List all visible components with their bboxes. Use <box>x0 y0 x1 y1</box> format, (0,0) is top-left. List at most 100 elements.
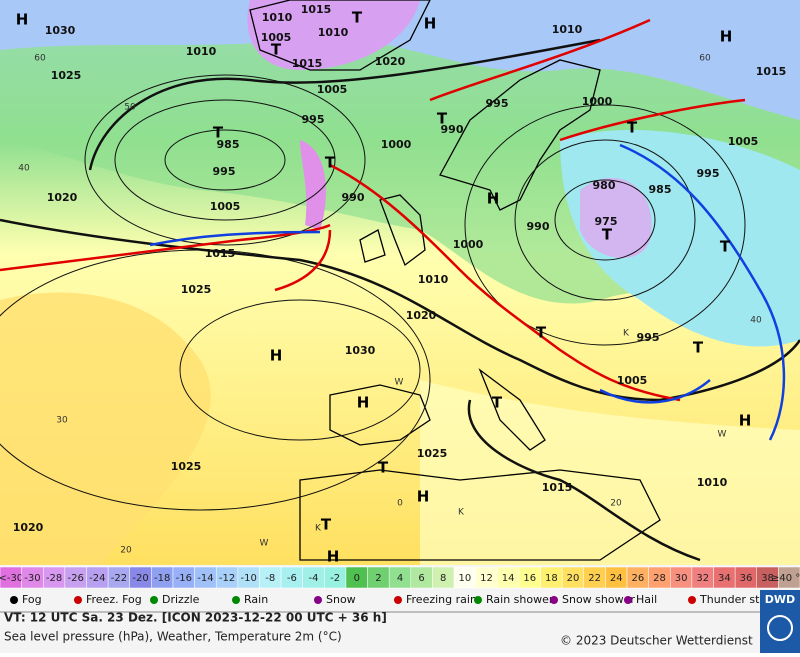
legend-label: Freez. Fog <box>86 593 142 606</box>
pressure-label: 1025 <box>171 460 202 473</box>
grid-label: 30 <box>56 416 68 426</box>
scale-label: ≥40 °C <box>771 573 800 584</box>
scale-label: -22 <box>111 573 127 584</box>
scale-label: 34 <box>718 573 731 584</box>
scale-label: -4 <box>309 573 319 584</box>
scale-label: 16 <box>523 573 536 584</box>
pressure-label: 1015 <box>301 3 332 16</box>
pressure-label: 995 <box>213 165 236 178</box>
valid-time: VT: 12 UTC Sa. 23 Dez. [ICON 2023-12-22 … <box>4 611 387 625</box>
weather-symbol: K <box>623 329 630 339</box>
pressure-label: 1000 <box>582 95 613 108</box>
pressure-center: H <box>16 11 29 29</box>
dwd-logo-text: DWD <box>765 593 795 606</box>
weather-symbol: K <box>315 524 322 534</box>
coastlines <box>249 0 661 561</box>
grid-label: 40 <box>750 316 762 326</box>
scale-label: 12 <box>480 573 493 584</box>
pressure-label: 1010 <box>318 26 349 39</box>
legend-label: Drizzle <box>162 593 200 606</box>
pressure-center: H <box>417 488 430 506</box>
pressure-center: T <box>627 119 638 137</box>
copyright: © 2023 Deutscher Wetterdienst <box>560 634 753 648</box>
pressure-label: 1000 <box>381 138 412 151</box>
pressure-center: H <box>720 28 733 46</box>
pressure-label: 1005 <box>617 374 648 387</box>
scale-label: 36 <box>740 573 753 584</box>
scale-label: 2 <box>375 573 381 584</box>
weather-symbol: W <box>718 430 727 440</box>
pressure-center: T <box>437 110 448 128</box>
map-background <box>0 0 800 565</box>
legend-label: Snow <box>326 593 356 606</box>
scale-label: 8 <box>440 573 446 584</box>
legend-icon <box>314 596 322 604</box>
pressure-label: 1000 <box>453 238 484 251</box>
scale-label: 30 <box>675 573 688 584</box>
pressure-label: 980 <box>593 179 616 192</box>
pressure-label: 1005 <box>728 135 759 148</box>
legend-icon <box>550 596 558 604</box>
pressure-label: 1015 <box>542 481 573 494</box>
pressure-center: T <box>720 238 731 256</box>
scale-label: 18 <box>545 573 558 584</box>
pressure-center: H <box>357 394 370 412</box>
grid-label: 60 <box>699 54 711 64</box>
pressure-label: 1015 <box>205 247 236 260</box>
pressure-center: T <box>213 124 224 142</box>
pressure-center: H <box>270 347 283 365</box>
map-labels: 1015 1010 1010 1005 1020 1015 1010 1030 1025 1005… <box>13 3 787 566</box>
scale-label: 10 <box>458 573 471 584</box>
pressure-label: 1010 <box>262 11 293 24</box>
pressure-label: 995 <box>637 331 660 344</box>
weather-symbol: W <box>395 378 404 388</box>
legend-icon <box>624 596 632 604</box>
scale-label: 28 <box>653 573 666 584</box>
dwd-logo-mark <box>767 615 793 641</box>
scale-label: 0 <box>354 573 360 584</box>
grid-label: 20 <box>120 546 132 556</box>
pressure-center: H <box>487 190 500 208</box>
scale-label: <-30 <box>0 573 23 584</box>
grid-label: 20 <box>610 499 622 509</box>
legend-icon <box>232 596 240 604</box>
grid-label: 0 <box>397 499 403 509</box>
pressure-label: 1020 <box>375 55 406 68</box>
pressure-label: 1015 <box>756 65 787 78</box>
scale-label: 32 <box>696 573 709 584</box>
pressure-label: 1025 <box>181 283 212 296</box>
description: Sea level pressure (hPa), Weather, Tempe… <box>4 630 342 644</box>
legend-label: Freezing rain <box>406 593 477 606</box>
pressure-label: 990 <box>441 123 464 136</box>
pressure-label: 1010 <box>186 45 217 58</box>
pressure-label: 990 <box>342 191 365 204</box>
temperature-scale: <-30 -30 -28 -26 -24 -22 -20 -18 -16 -14 -12 -10 -8-… <box>0 566 800 589</box>
scale-label: -24 <box>89 573 105 584</box>
grid-label: 60 <box>34 54 46 64</box>
pressure-center: H <box>327 548 340 566</box>
scale-label: -28 <box>46 573 62 584</box>
scale-label: -14 <box>197 573 213 584</box>
weather-legend: Fog Freez. Fog Drizzle Rain Snow Freezing rai… <box>10 593 781 606</box>
pressure-label: 1030 <box>345 344 376 357</box>
legend-label: Fog <box>22 593 42 606</box>
scale-label: 14 <box>502 573 515 584</box>
pressure-label: 990 <box>527 220 550 233</box>
pressure-label: 995 <box>486 97 509 110</box>
pressure-center: T <box>693 339 704 357</box>
pressure-label: 995 <box>697 167 720 180</box>
pressure-label: 985 <box>217 138 240 151</box>
pressure-label: 1015 <box>292 57 323 70</box>
legend-label: Rain shower <box>486 593 554 606</box>
pressure-center: T <box>602 226 613 244</box>
scale-label: 20 <box>567 573 580 584</box>
pressure-label: 1020 <box>47 191 78 204</box>
scale-label: 4 <box>397 573 403 584</box>
pressure-label: 975 <box>595 215 618 228</box>
scale-label: -8 <box>265 573 275 584</box>
pressure-label: 1005 <box>317 83 348 96</box>
pressure-label: 1025 <box>417 447 448 460</box>
pressure-label: 1030 <box>45 24 76 37</box>
scale-label: -16 <box>176 573 192 584</box>
scale-label: -26 <box>68 573 84 584</box>
